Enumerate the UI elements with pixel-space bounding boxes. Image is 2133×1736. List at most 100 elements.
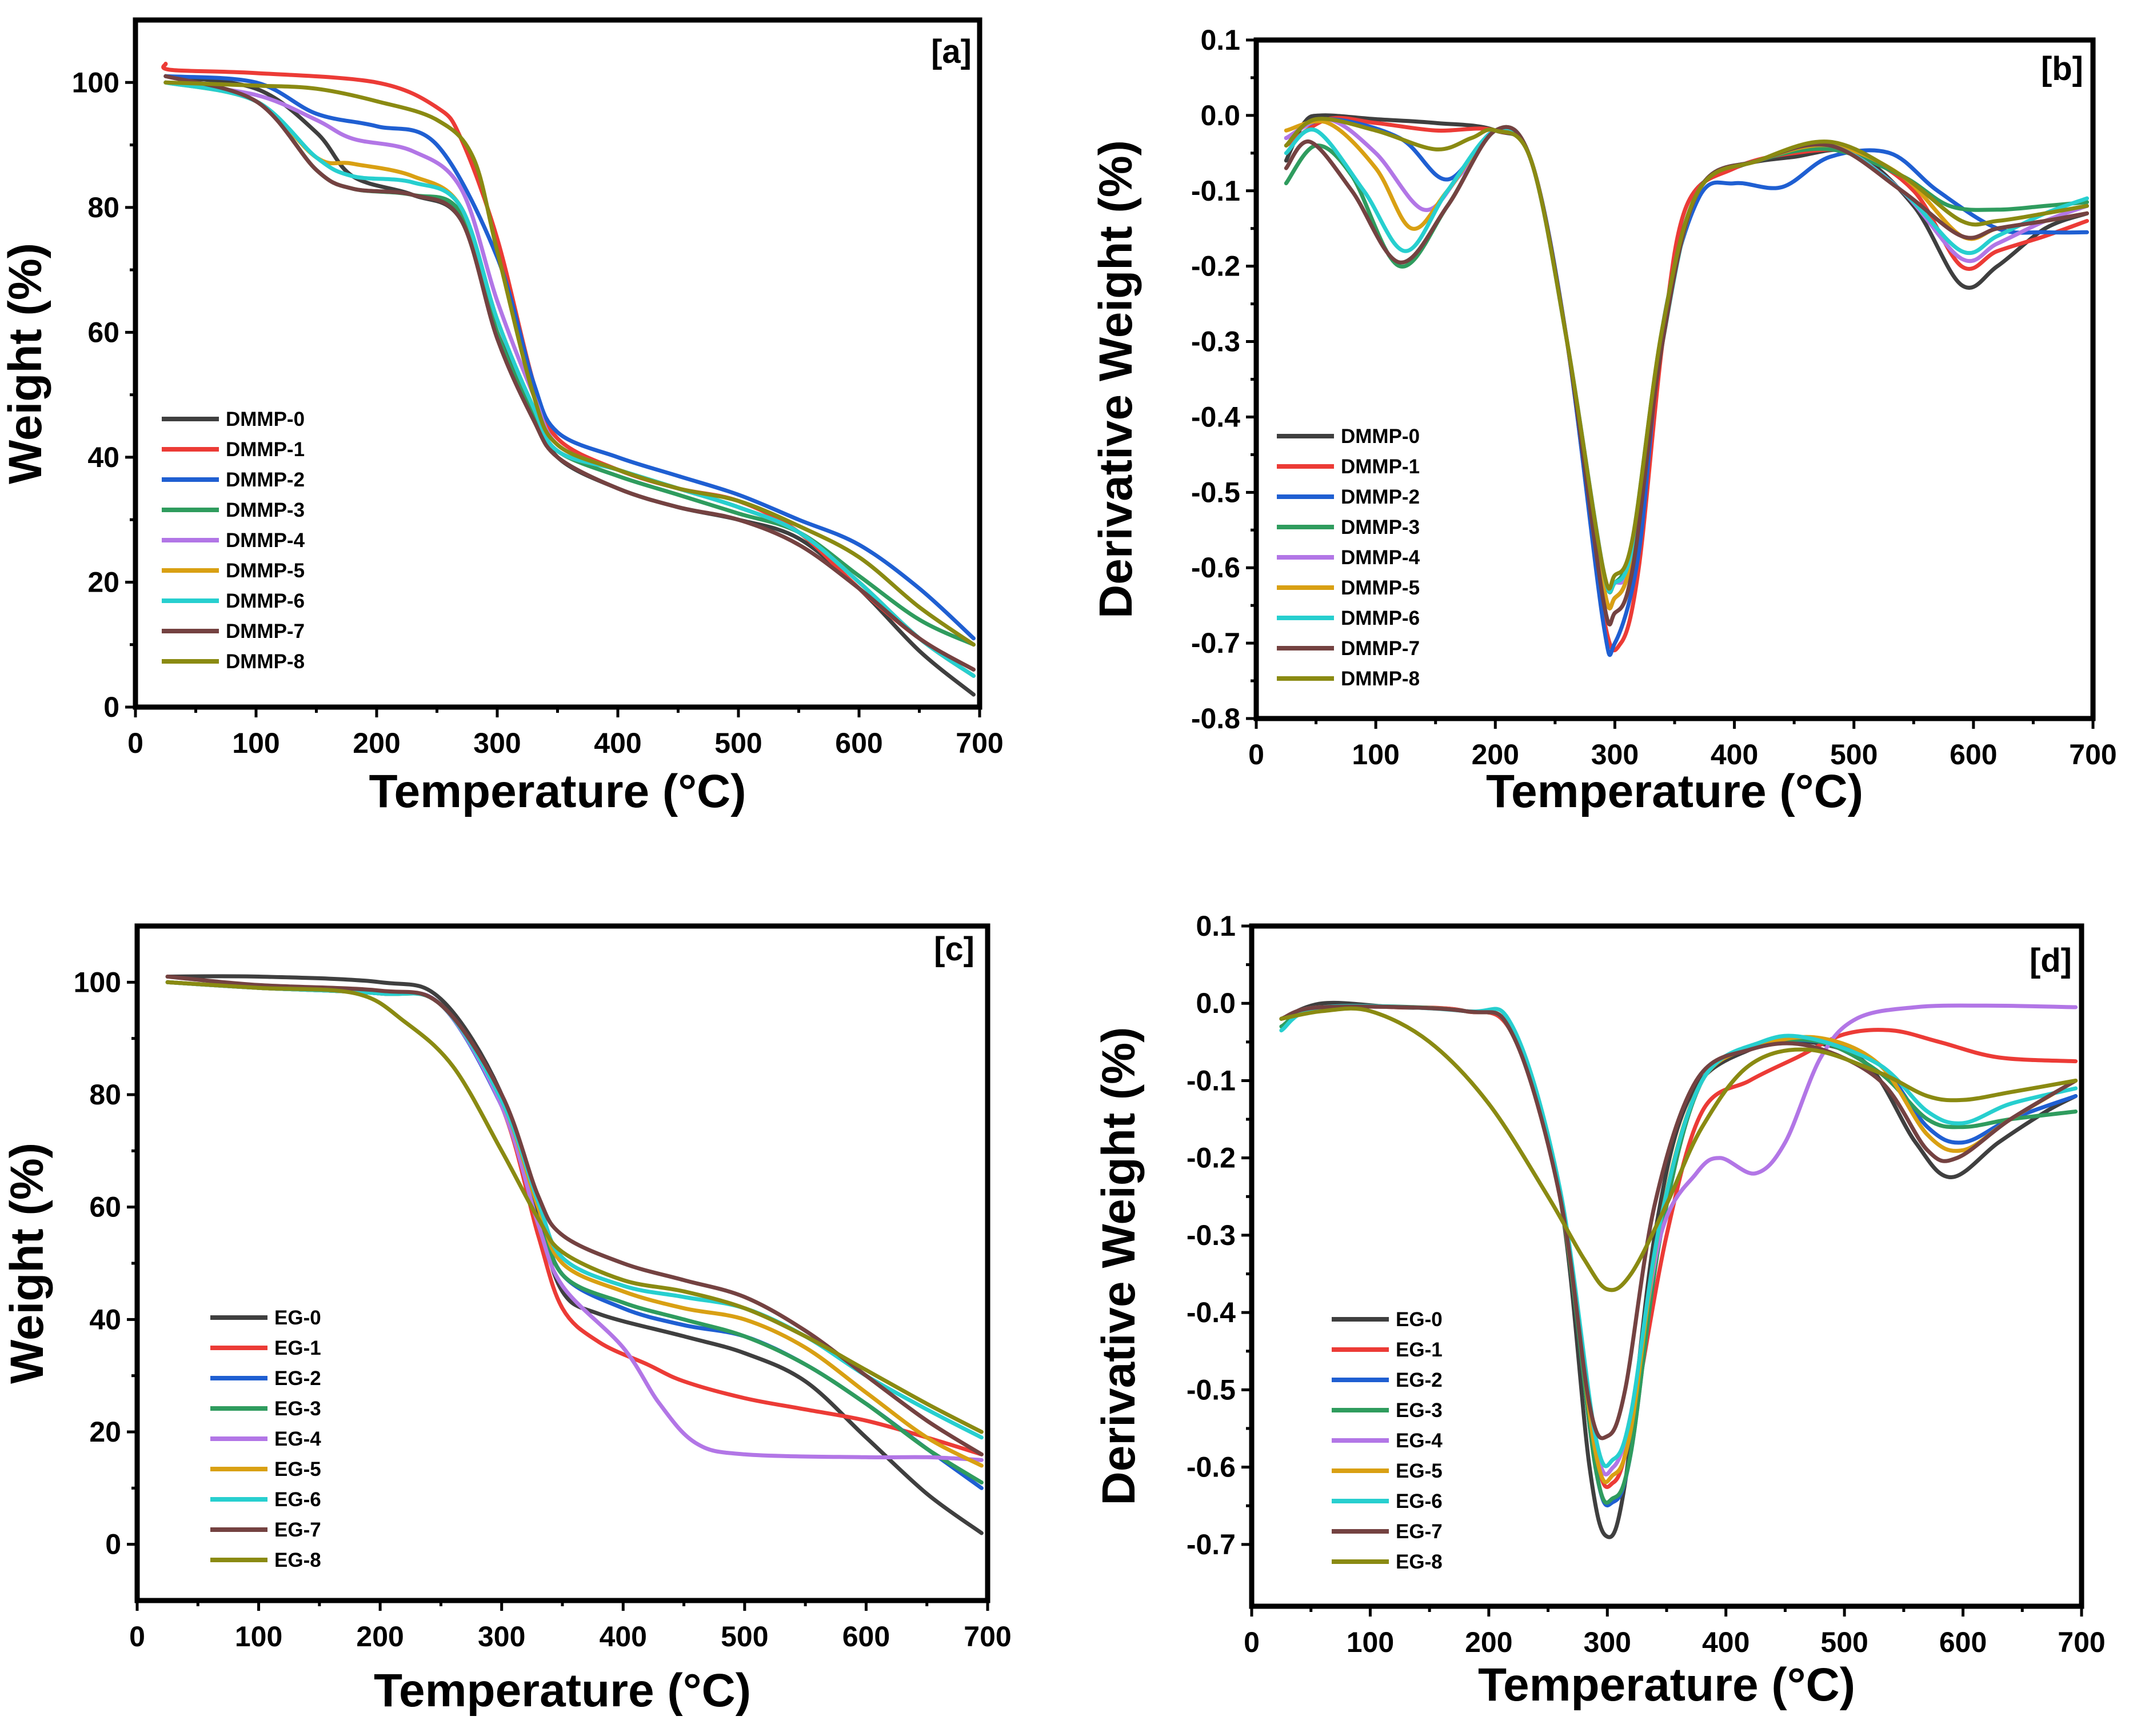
legend-label: EG-7 [274, 1519, 321, 1541]
series-line-dmmp-1 [1284, 115, 2089, 653]
y-tick-label: -0.5 [1191, 476, 1240, 508]
y-axis-title: Derivative Weight (%) [1093, 1027, 1145, 1506]
legend-label: DMMP-0 [226, 408, 305, 430]
series-line-eg-6 [1279, 1004, 2078, 1468]
y-tick-label: 20 [87, 566, 119, 598]
legend-label: EG-8 [1396, 1551, 1443, 1573]
legend-label: EG-6 [1396, 1490, 1443, 1512]
y-tick-label: 0 [103, 691, 119, 723]
panel-label: [b] [2041, 50, 2083, 87]
y-tick-label: 80 [89, 1079, 121, 1111]
legend-label: DMMP-3 [226, 499, 305, 521]
x-axis-title: Temperature (°C) [369, 765, 746, 817]
legend-label: DMMP-1 [1341, 456, 1420, 478]
legend: EG-0 EG-1 EG-2 EG-3 EG-4 EG-5 EG-6 EG-7 EG-8 [1332, 1308, 1443, 1573]
legend-label: EG-2 [1396, 1369, 1443, 1391]
x-tick-label: 500 [1830, 739, 1878, 771]
series-group [161, 62, 976, 697]
y-tick-label: -0.6 [1187, 1451, 1236, 1483]
series-group [165, 974, 984, 1535]
legend-label: DMMP-4 [226, 529, 305, 552]
y-tick-label: -0.2 [1191, 250, 1240, 282]
series-line-dmmp-2 [163, 74, 976, 641]
y-tick-label: 20 [89, 1416, 121, 1448]
panel-label: [c] [934, 931, 974, 968]
x-tick-label: 300 [478, 1621, 525, 1653]
legend-label: EG-7 [1396, 1521, 1443, 1543]
x-tick-label: 100 [232, 727, 279, 759]
legend-label: EG-4 [274, 1428, 321, 1450]
x-tick-label: 400 [594, 727, 641, 759]
legend-label: DMMP-6 [1341, 607, 1420, 629]
y-tick-label: -0.1 [1191, 175, 1240, 207]
series-line-dmmp-7 [163, 74, 976, 672]
x-tick-label: 600 [842, 1621, 890, 1653]
y-tick-label: -0.7 [1187, 1529, 1236, 1561]
y-axis-title: Weight (%) [1, 1143, 53, 1384]
series-line-dmmp-7 [1284, 125, 2089, 626]
y-tick-label: 100 [72, 66, 119, 98]
y-tick-label: -0.3 [1187, 1219, 1236, 1251]
chart-panel-d: 0 100 200 300 400 500 600 700 0.1 0.0 -0.1 -0.2 -0.3… [1093, 910, 2106, 1711]
legend-label: DMMP-5 [226, 560, 305, 582]
y-axis-title: Derivative Weight (%) [1090, 140, 1142, 618]
legend-label: DMMP-7 [226, 620, 305, 642]
series-line-eg-3 [1279, 1004, 2078, 1505]
x-tick-label: 100 [1352, 739, 1399, 771]
legend-label: EG-5 [274, 1458, 321, 1480]
panel-label: [a] [931, 33, 972, 70]
x-tick-label: 600 [835, 727, 882, 759]
legend: DMMP-0 DMMP-1 DMMP-2 DMMP-3 DMMP-4 DMMP-5 DMMP… [1277, 425, 1420, 690]
x-tick-label: 0 [129, 1621, 145, 1653]
series-line-dmmp-8 [163, 80, 976, 647]
x-tick-label: 600 [1950, 739, 1997, 771]
legend-label: DMMP-7 [1341, 637, 1420, 660]
x-axis-title: Temperature (°C) [1478, 1659, 1855, 1711]
x-tick-label: 300 [473, 727, 521, 759]
y-tick-label: 0.0 [1196, 987, 1236, 1019]
y-tick-label: -0.5 [1187, 1374, 1236, 1406]
y-tick-label: -0.4 [1187, 1296, 1236, 1328]
y-tick-label: -0.6 [1191, 552, 1240, 584]
legend-label: EG-8 [274, 1549, 321, 1571]
legend-label: DMMP-4 [1341, 546, 1420, 569]
x-tick-label: 0 [1244, 1626, 1260, 1658]
legend-label: DMMP-1 [226, 438, 305, 461]
series-line-eg-8 [165, 980, 984, 1434]
x-tick-label: 0 [127, 727, 143, 759]
y-tick-label: -0.4 [1191, 401, 1240, 433]
x-tick-label: 500 [721, 1621, 768, 1653]
y-tick-label: 0.1 [1196, 910, 1236, 942]
legend-label: EG-2 [274, 1367, 321, 1390]
x-tick-label: 300 [1584, 1626, 1631, 1658]
plot-frame [1249, 923, 2084, 1609]
series-line-eg-7 [165, 975, 984, 1456]
legend-label: EG-5 [1396, 1460, 1443, 1482]
series-group [1279, 1000, 2078, 1539]
x-tick-label: 700 [2069, 739, 2116, 771]
legend-label: DMMP-2 [1341, 486, 1420, 508]
series-line-eg-8 [1279, 1006, 2078, 1292]
series-line-dmmp-6 [163, 80, 976, 678]
series-line-dmmp-4 [163, 80, 976, 678]
legend-label: EG-0 [274, 1307, 321, 1329]
x-tick-label: 200 [1465, 1626, 1512, 1658]
y-tick-label: -0.8 [1191, 703, 1240, 735]
x-tick-label: 100 [235, 1621, 282, 1653]
legend-label: DMMP-5 [1341, 577, 1420, 599]
legend-label: EG-1 [274, 1337, 321, 1359]
y-tick-label: -0.2 [1187, 1142, 1236, 1174]
series-line-dmmp-2 [1284, 117, 2089, 657]
y-tick-label: 40 [87, 441, 119, 473]
x-tick-label: 200 [353, 727, 400, 759]
y-tick-label: -0.1 [1187, 1064, 1236, 1096]
x-tick-label: 400 [1702, 1626, 1749, 1658]
legend: EG-0 EG-1 EG-2 EG-3 EG-4 EG-5 EG-6 EG-7 EG-8 [210, 1307, 321, 1571]
legend-label: DMMP-8 [226, 650, 305, 673]
x-tick-label: 200 [1472, 739, 1519, 771]
chart-panel-b: 0 100 200 300 400 500 600 700 0.1 0.0 -0.1 -0.2 -0.3… [1090, 24, 2117, 817]
x-tick-label: 500 [1820, 1626, 1868, 1658]
x-tick-label: 400 [1711, 739, 1758, 771]
panel-label: [d] [2030, 942, 2072, 979]
